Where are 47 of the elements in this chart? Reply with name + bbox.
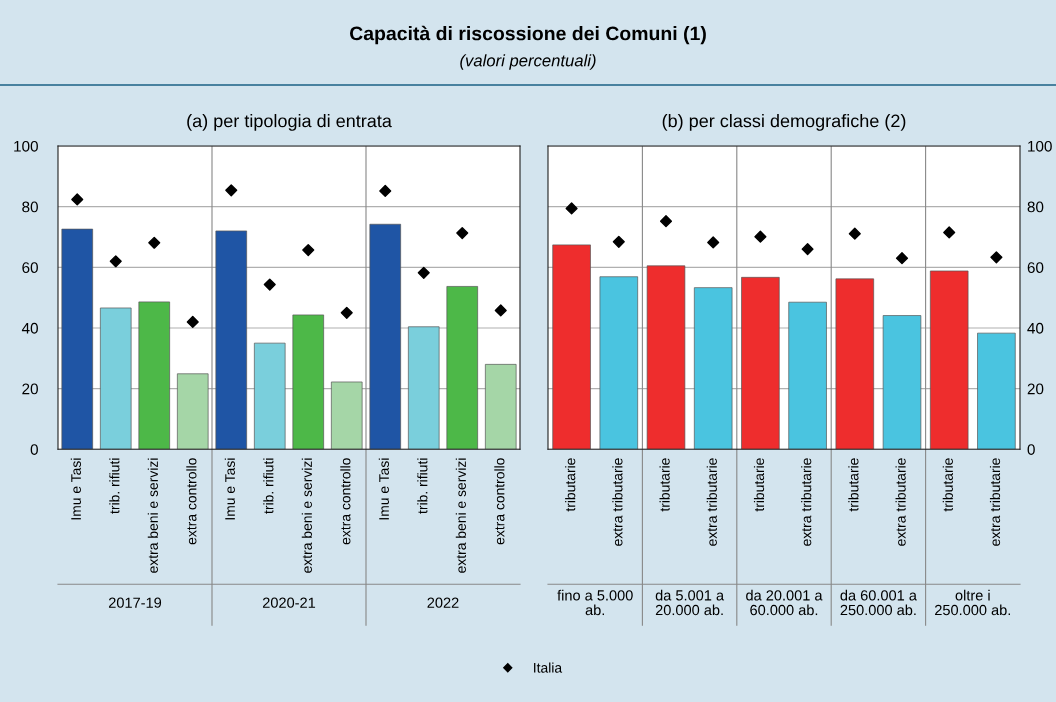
text: (a) per tipologia di entrata xyxy=(187,114,392,131)
x-tick-label: tributarie xyxy=(848,458,859,512)
text: 2020-21 xyxy=(262,597,316,608)
text: da 20.001 a 60.000 ab. xyxy=(746,589,823,616)
x-tick-label: trib. rifiuti xyxy=(109,458,120,514)
y-tick-label: 0 xyxy=(30,444,38,455)
x-tick-label: extra controllo xyxy=(340,458,351,545)
x-tick-label: tributarie xyxy=(942,458,953,512)
x-tick-label: tributarie xyxy=(659,458,670,512)
y2-tick-label: 100 xyxy=(1028,140,1052,152)
x-tick-label: trib. rifiuti xyxy=(263,458,274,514)
chart-subtitle: (valori percentuali) xyxy=(460,54,596,70)
legend-label: Italia xyxy=(534,662,563,673)
x-tick-label: Imu e Tasi xyxy=(70,458,81,520)
y2-tick-label: 0 xyxy=(1027,444,1035,455)
y2-tick-label: 40 xyxy=(1027,322,1044,334)
text: oltre i 250.000 ab. xyxy=(935,589,1010,616)
x-tick-label: extra beni e servizi xyxy=(147,458,158,573)
x-tick-label: extra tributarie xyxy=(895,458,906,546)
x-tick-label: extra beni e servizi xyxy=(301,458,312,573)
text: da 60.001 a 250.000 ab. xyxy=(840,589,917,616)
x-tick-label: extra tributarie xyxy=(706,458,717,546)
chart-title: Capacità di riscossione dei Comuni (1) xyxy=(349,25,706,45)
text: da 5.001 a 20.000 ab. xyxy=(655,589,725,616)
x-tick-label: tributarie xyxy=(753,458,765,512)
text: (b) per classi demografiche (2) xyxy=(662,114,906,131)
x-tick-label: Imu e Tasi xyxy=(224,458,235,520)
y-tick-label: 100 xyxy=(14,140,38,152)
y2-tick-label: 20 xyxy=(1027,383,1044,395)
y2-tick-label: 60 xyxy=(1027,262,1044,274)
x-tick-label: extra tributarie xyxy=(612,458,623,546)
x-tick-label: tributarie xyxy=(565,458,576,512)
text: 2022 xyxy=(427,597,459,608)
x-tick-label: Imu e Tasi xyxy=(378,458,389,520)
y-tick-label: 60 xyxy=(22,262,38,274)
x-tick-label: extra controllo xyxy=(186,458,197,545)
y-tick-label: 80 xyxy=(22,201,38,213)
y-tick-label: 40 xyxy=(21,322,38,334)
y2-tick-label: 80 xyxy=(1027,201,1044,213)
x-tick-label: extra beni e servizi xyxy=(455,458,466,573)
x-tick-label: extra controllo xyxy=(494,458,505,545)
x-tick-label: extra tributarie xyxy=(801,458,812,546)
x-tick-label: trib. rifiuti xyxy=(417,458,428,514)
x-tick-label: extra tributarie xyxy=(989,458,1001,546)
text: fino a 5.000 ab. xyxy=(557,589,633,616)
text: 2017-19 xyxy=(108,597,162,608)
y-tick-label: 20 xyxy=(22,383,38,395)
